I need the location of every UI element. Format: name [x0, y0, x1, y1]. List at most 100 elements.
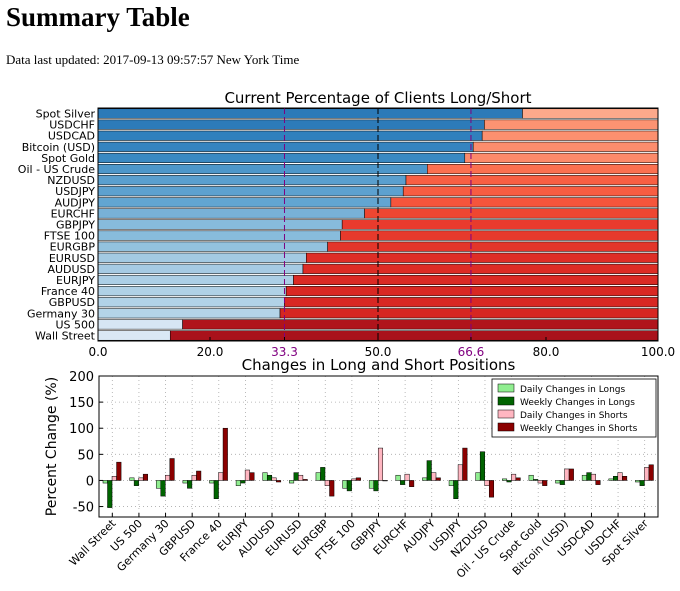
change-bar	[111, 476, 117, 481]
short-bar	[341, 219, 659, 230]
change-bar	[116, 461, 122, 481]
category-label: USDJPY	[55, 185, 95, 198]
change-bar	[355, 477, 361, 481]
change-bar	[107, 480, 113, 508]
change-bar	[240, 480, 246, 484]
change-bar	[160, 480, 166, 497]
x-tick-label: 0.0	[88, 345, 107, 359]
long-bar	[97, 119, 485, 130]
change-bar	[639, 480, 645, 486]
change-bar	[142, 473, 148, 481]
x-tick-label: 100.0	[641, 345, 675, 359]
change-bar	[298, 474, 304, 481]
change-bar	[502, 478, 508, 481]
change-bar	[608, 478, 614, 481]
change-bar	[595, 480, 601, 485]
change-bar	[342, 480, 348, 489]
change-bar	[533, 479, 539, 481]
category-label: EURUSD	[49, 252, 95, 265]
long-bar	[97, 208, 365, 219]
change-bar	[635, 480, 641, 483]
change-bar	[271, 477, 277, 481]
short-bar	[472, 141, 659, 152]
short-bar	[484, 119, 659, 130]
change-bar	[644, 467, 650, 481]
category-label: Spot Gold	[41, 152, 95, 165]
change-bar	[568, 468, 574, 481]
change-bar	[484, 480, 490, 486]
category-label: Spot Silver	[36, 108, 96, 121]
change-bar	[315, 472, 321, 481]
change-bar	[276, 480, 282, 483]
short-bar	[169, 330, 659, 341]
category-label: AUDJPY	[55, 196, 96, 209]
legend-label: Daily Changes in Longs	[520, 385, 625, 395]
legend-swatch	[497, 396, 515, 406]
legend-swatch	[497, 383, 515, 393]
category-label: USDCHF	[49, 119, 95, 132]
y-tick-label: 100	[69, 422, 94, 437]
change-bar	[488, 480, 495, 498]
change-bar	[617, 472, 623, 481]
short-bar	[364, 208, 659, 219]
change-bar	[373, 480, 379, 492]
short-bar	[402, 186, 659, 197]
long-bar	[97, 130, 483, 141]
change-bar	[613, 476, 619, 481]
y-tick-label: 50	[77, 448, 94, 463]
change-bar	[187, 480, 193, 489]
change-bar	[528, 474, 534, 481]
short-bar	[285, 286, 659, 297]
long-bar	[97, 252, 307, 263]
long-bar	[97, 308, 281, 319]
change-bar	[400, 480, 406, 485]
change-bar	[377, 447, 384, 481]
change-bar	[564, 468, 570, 481]
legend-label: Daily Changes in Shorts	[520, 411, 628, 421]
short-bar	[302, 263, 659, 274]
change-bar	[648, 464, 654, 481]
short-bar	[182, 319, 659, 330]
long-bar	[97, 263, 304, 274]
change-bar	[138, 477, 144, 481]
x-tick-label: 33.3	[271, 345, 298, 359]
y-axis-label: Percent Change (%)	[44, 377, 60, 516]
short-bar	[340, 230, 659, 241]
change-bar	[515, 477, 521, 481]
short-bar	[522, 108, 659, 119]
change-bar	[329, 480, 335, 497]
change-bar	[155, 480, 162, 489]
category-label: Wall Street	[35, 329, 96, 342]
category-label: GBPJPY	[56, 219, 95, 232]
category-label: USDCAD	[48, 130, 95, 143]
category-label: EURGBP	[50, 241, 96, 254]
short-bar	[427, 164, 659, 175]
long-bar	[97, 175, 407, 186]
change-bar	[590, 473, 596, 481]
change-bar	[218, 472, 224, 481]
category-label: US 500	[55, 318, 95, 331]
change-bar	[586, 472, 592, 481]
change-bar	[453, 480, 459, 499]
short-bar	[279, 308, 659, 319]
change-bar	[479, 451, 485, 481]
y-tick-label: -50	[73, 501, 94, 516]
short-bar	[327, 241, 659, 252]
x-tick-label: 20.0	[197, 345, 224, 359]
change-bar	[426, 460, 432, 481]
x-tick-label: 50.0	[365, 345, 392, 359]
long-bar	[97, 274, 294, 285]
change-bar	[213, 480, 219, 499]
change-bar	[262, 472, 268, 481]
changes-chart-title: Changes in Long and Short Positions	[242, 356, 516, 374]
change-bar	[542, 480, 548, 486]
long-short-chart: Current Percentage of Clients Long/Short…	[18, 89, 675, 359]
long-bar	[97, 330, 171, 341]
change-bar	[395, 474, 401, 481]
change-bar	[581, 474, 587, 481]
change-bar	[320, 467, 326, 481]
short-bar	[293, 274, 659, 285]
change-bar	[196, 470, 202, 481]
change-bar	[457, 464, 463, 481]
long-bar	[97, 297, 285, 308]
